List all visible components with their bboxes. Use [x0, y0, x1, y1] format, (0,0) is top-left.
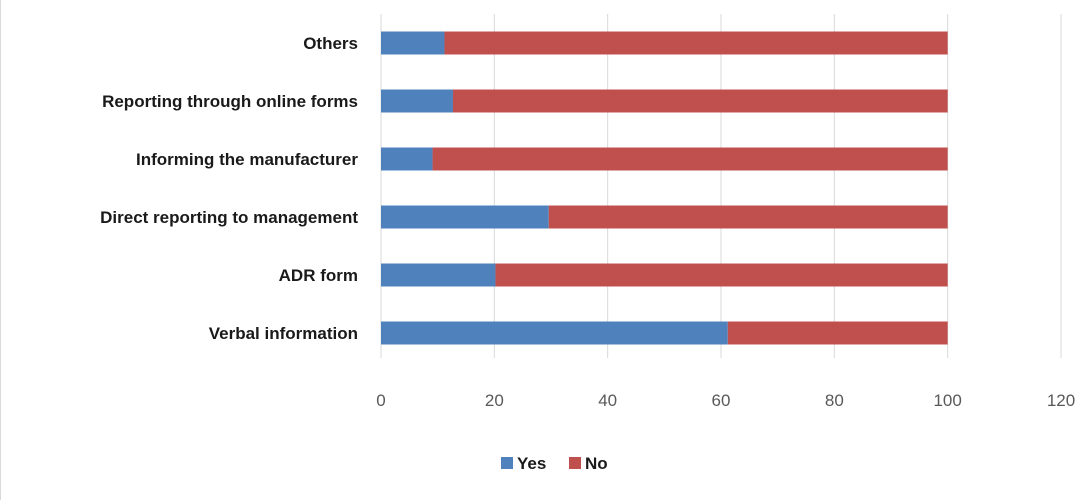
- legend-swatch-no: [569, 457, 581, 469]
- legend-label-no: No: [585, 454, 608, 473]
- category-label: Reporting through online forms: [102, 92, 358, 111]
- bars: [381, 31, 948, 345]
- bar-no: [444, 31, 948, 55]
- x-tick-label: 120: [1047, 391, 1075, 410]
- bar-yes: [381, 89, 453, 113]
- x-tick-label: 0: [376, 391, 385, 410]
- x-tick-label: 100: [933, 391, 961, 410]
- bar-no: [452, 89, 948, 113]
- category-label: ADR form: [279, 266, 358, 285]
- category-label: Informing the manufacturer: [136, 150, 358, 169]
- bar-yes: [381, 263, 496, 287]
- x-tick-labels: 0 20 40 60 80 100 120: [376, 391, 1075, 410]
- x-tick-label: 20: [485, 391, 504, 410]
- category-label: Verbal information: [209, 324, 358, 343]
- bar-no: [495, 263, 948, 287]
- bar-no: [548, 205, 948, 229]
- category-label: Others: [303, 34, 358, 53]
- bar-yes: [381, 147, 433, 171]
- category-label: Direct reporting to management: [100, 208, 358, 227]
- bar-yes: [381, 205, 549, 229]
- bar-yes: [381, 321, 728, 345]
- legend-label-yes: Yes: [517, 454, 546, 473]
- bar-no: [432, 147, 948, 171]
- category-labels: Others Reporting through online forms Info…: [100, 34, 358, 343]
- bar-yes: [381, 31, 445, 55]
- legend-swatch-yes: [501, 457, 513, 469]
- legend: Yes No: [501, 454, 608, 473]
- x-tick-label: 80: [825, 391, 844, 410]
- x-tick-label: 60: [712, 391, 731, 410]
- bar-no: [727, 321, 948, 345]
- x-tick-label: 40: [598, 391, 617, 410]
- gridlines: [380, 14, 1062, 358]
